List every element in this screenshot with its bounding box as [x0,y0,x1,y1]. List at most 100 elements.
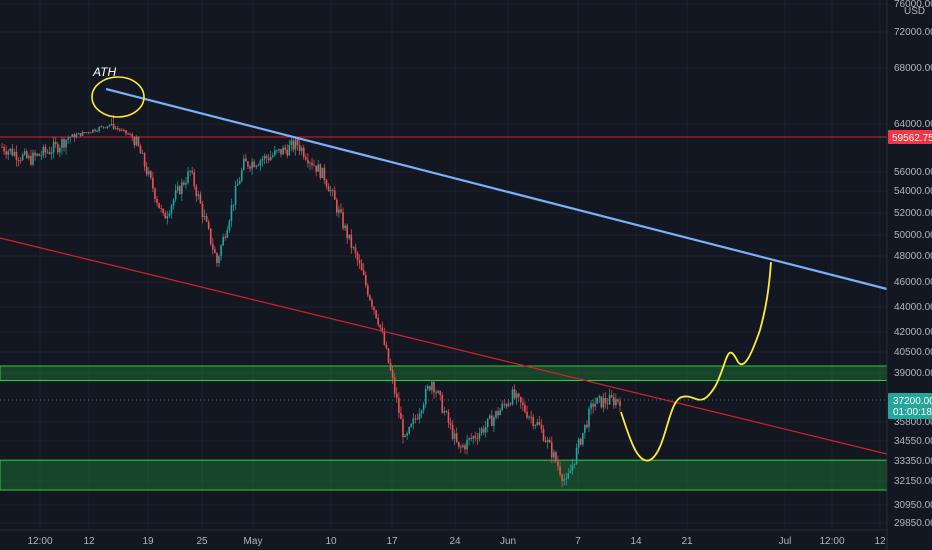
candle-body [133,136,136,146]
candle-body [30,156,32,165]
candle-body [356,252,359,261]
candle-body [69,136,72,138]
candle-body [3,147,5,152]
grid [0,0,887,530]
candle-body [67,137,69,140]
candle-body [612,397,615,406]
last-price-tag-text: 37200.00 [893,396,932,407]
candle-body [185,182,187,185]
countdown-text: 01:00:18 [893,407,932,418]
candle-body [437,391,439,393]
candle-body [526,411,528,418]
time-axis[interactable]: 12:00 12 19 25 May 10 17 24 Jun 7 14 21 Jul 12:00 12 [27,536,886,547]
ath-price-tag [888,130,932,144]
candle-body [61,139,63,148]
candle-body [460,446,462,448]
candle-body [249,166,251,169]
candle-body [212,243,214,250]
price-axis[interactable]: 76000.00 72000.00 68000.00 64000.00 56000.00… [894,0,932,529]
candle-body [451,424,454,439]
candle-body [522,402,524,405]
candle-body [195,186,198,196]
candle-body [276,150,278,152]
candle-body [371,299,373,307]
candle-body [379,324,382,328]
candle-body [313,165,315,167]
candle-body [201,203,204,218]
candle-body [176,186,179,191]
candle-body [65,139,67,148]
price-tick-label: 29850.00 [894,518,932,529]
candle-body [271,155,274,157]
candle-body [486,418,489,427]
candle-body [288,145,291,156]
candle-body [274,150,276,156]
candle-body [267,158,270,161]
candle-body [493,417,495,426]
candle-body [331,190,334,192]
candle-body [367,285,369,296]
projection-path [620,261,772,462]
price-tick-label: 68000.00 [894,63,932,74]
candle-body [542,429,545,441]
candle-body [139,145,142,154]
candle-body [40,155,43,157]
candle-body [480,428,483,434]
candle-body [240,169,243,181]
candle-body [28,156,30,159]
candle-body [166,216,169,219]
candle-body [431,381,433,391]
candle-body [441,394,444,413]
candle-body [534,425,537,427]
candle-body [79,133,82,136]
candle-body [123,129,125,131]
ath-annotation: ATH [92,65,116,79]
candle-body [96,130,98,132]
candle-body [544,440,547,442]
candle-body [141,153,144,155]
candle-body [610,395,613,398]
candle-body [344,225,346,229]
candle-body [333,190,336,200]
candle-body [269,156,272,161]
candle-body [540,424,543,430]
candle-body [152,177,154,189]
candle-body [474,436,477,438]
candle-body [263,155,266,160]
candle-body [369,295,371,300]
candle-body [400,413,402,420]
candle-body [420,410,423,414]
candle-body [569,470,572,474]
candle-body [563,479,565,481]
candle-body [154,188,156,200]
candle-body [375,310,377,318]
candle-body [170,205,173,214]
price-tick-label: 44000.00 [894,302,932,313]
candle-body [550,442,553,458]
candle-body [590,403,592,409]
candle-body [439,391,441,395]
candle-body [19,159,22,161]
candle-body [94,129,96,132]
candle-body [338,209,340,213]
candle-body [559,466,561,475]
candle-body [160,208,162,209]
candle-body [228,221,231,231]
ath-price-tag-text: 59562.75 [892,133,932,144]
descending-trendline-blue [105,87,888,291]
candle-body [127,133,129,135]
candle-body [619,401,621,407]
candle-body [348,234,351,239]
candle-body [418,413,421,419]
candle-body [104,127,107,129]
candle-body [38,153,41,156]
candle-body [224,236,227,238]
candle-body [406,433,408,436]
candle-body [9,148,12,152]
candle-body [571,464,574,471]
candle-body [222,236,224,246]
candle-body [464,445,466,450]
candle-body [191,170,193,173]
candle-body [491,415,493,426]
